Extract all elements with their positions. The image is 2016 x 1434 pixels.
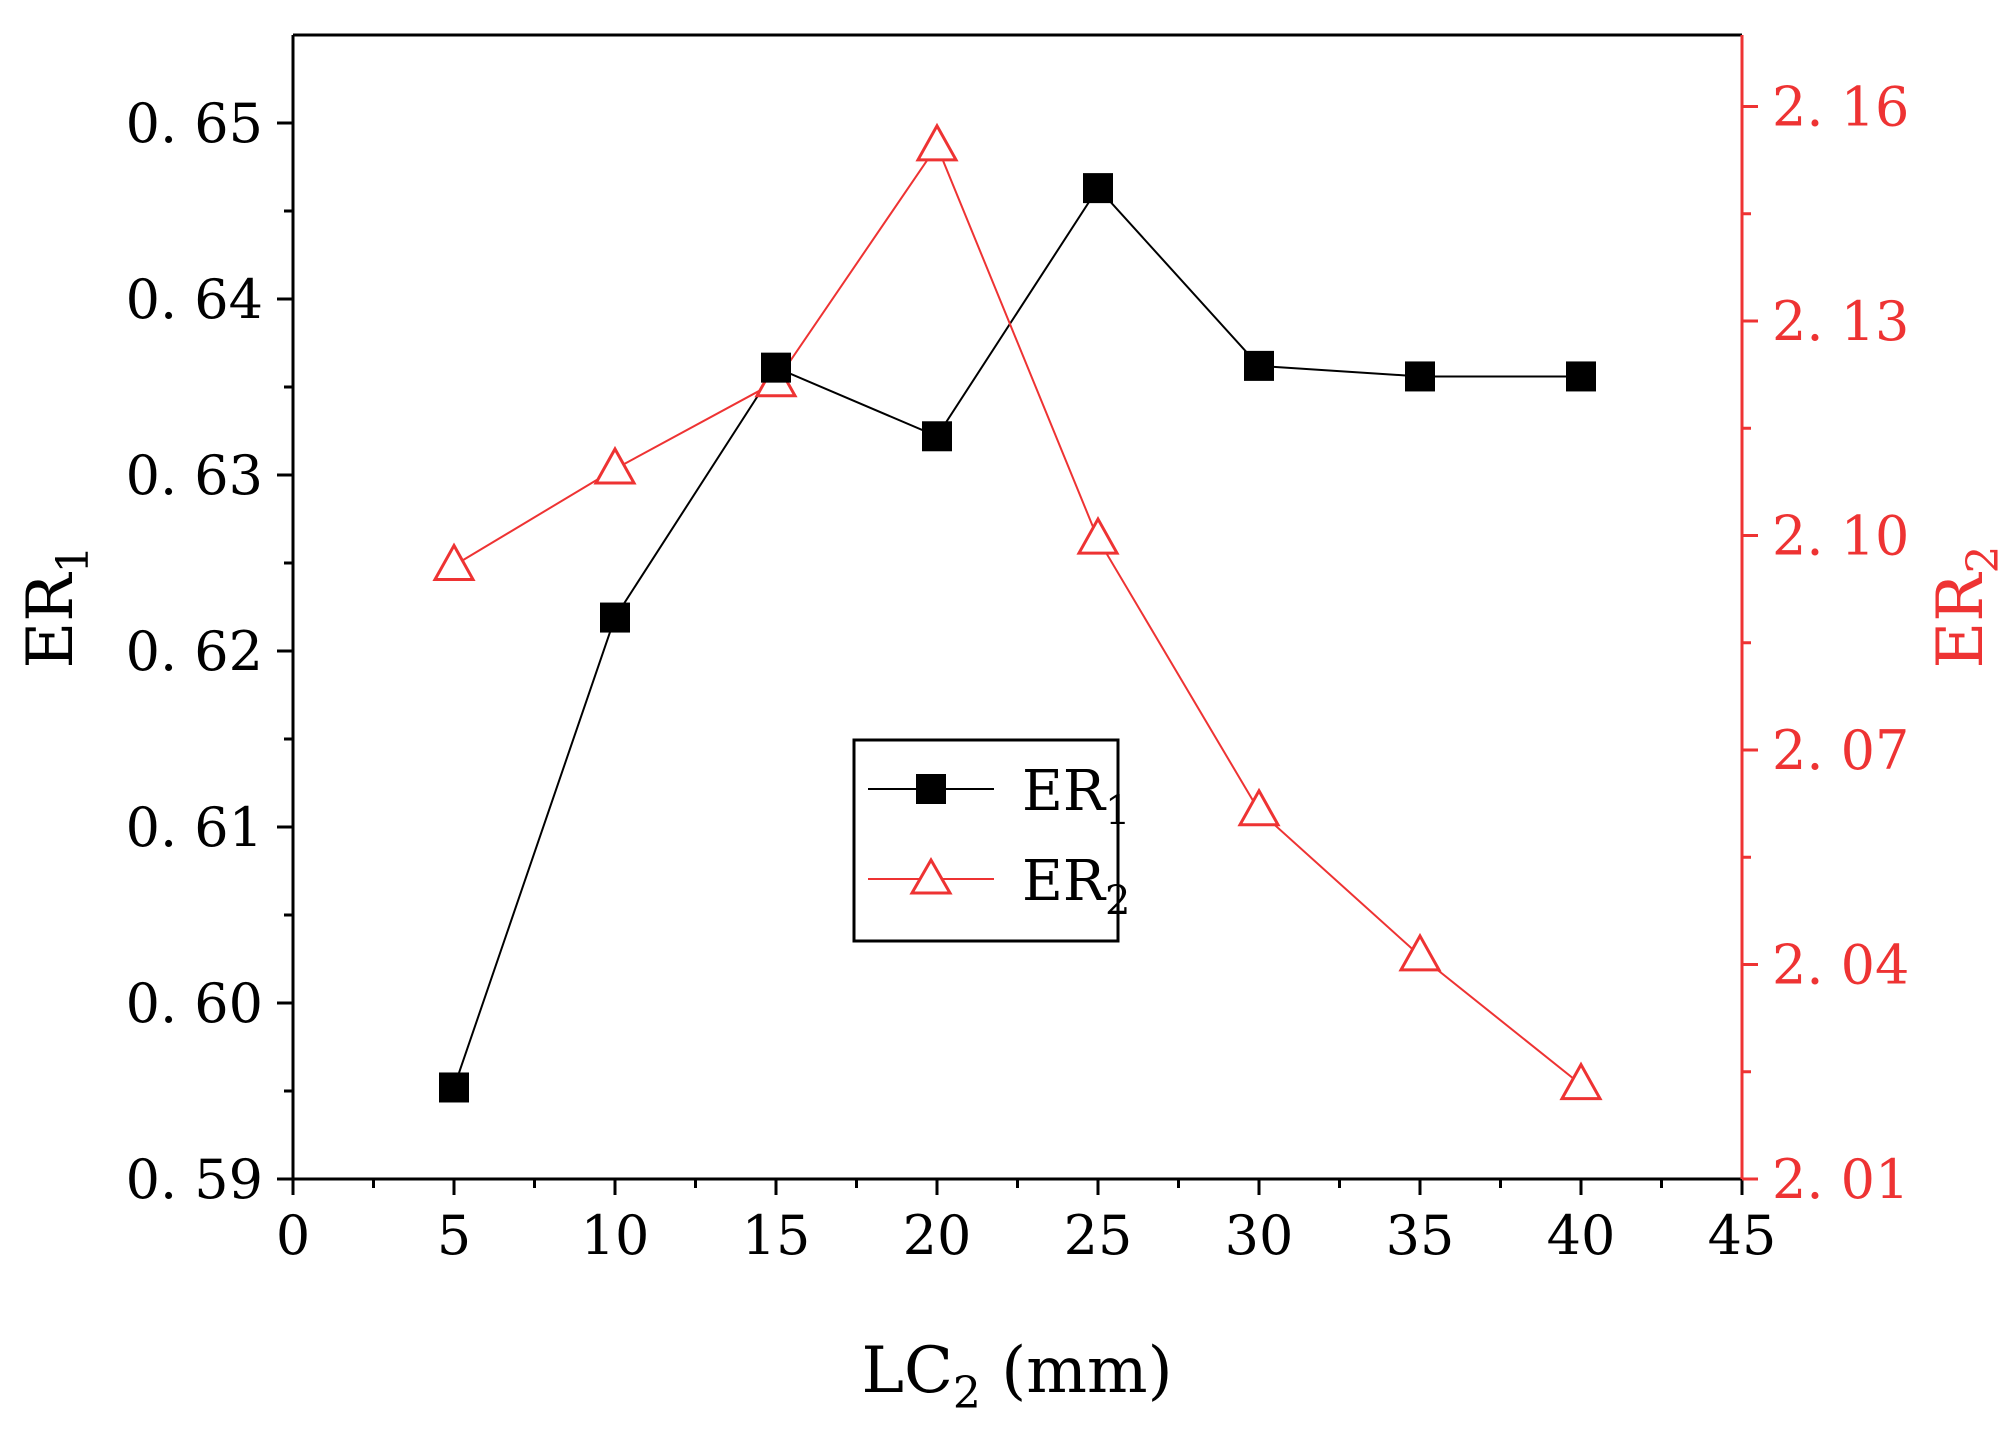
x-tick-label: 15	[742, 1204, 811, 1267]
x-axis-title: LC2 (mm)	[861, 1334, 1172, 1419]
x-tick-label: 45	[1708, 1204, 1777, 1267]
x-axis-title-unit: (mm)	[981, 1334, 1173, 1408]
series2-point	[1398, 932, 1442, 972]
y-left-axis-title-main: ER	[14, 572, 88, 669]
legend-series2-sub: 2	[1105, 878, 1130, 924]
y-right-tick-label: 2. 07	[1772, 719, 1909, 782]
axes-layer: 0 5 10 15 20 25 30 35 40 45 0. 59 0. 60 0. 61 0. 62 0.…	[126, 33, 1909, 1267]
legend-series1-label: ER1	[1022, 759, 1131, 834]
y-left-tick-label: 0. 59	[126, 1148, 263, 1211]
series1-point	[1566, 361, 1596, 392]
series1-point	[922, 421, 952, 452]
x-tick-label: 20	[903, 1204, 972, 1267]
x-axis-title-main: LC	[861, 1334, 952, 1408]
y-right-axis-title: ER2	[1924, 546, 2009, 669]
series-layer	[432, 122, 1603, 1103]
legend-series2-label: ER2	[1022, 849, 1131, 924]
y-right-tick-label: 2. 13	[1772, 290, 1909, 353]
legend-box	[852, 738, 1120, 943]
series1-point	[1244, 350, 1274, 381]
legend-series1-marker	[916, 774, 946, 804]
y-left-tick-label: 0. 65	[126, 92, 263, 155]
series1-point	[600, 602, 630, 633]
series1-point	[1405, 361, 1435, 392]
x-tick-label: 25	[1064, 1204, 1133, 1267]
y-left-axis-title: ER1	[14, 546, 99, 669]
y-left-axis-title-sub: 1	[48, 546, 99, 574]
y-right-tick-label: 2. 04	[1772, 934, 1909, 997]
series2-point	[593, 445, 637, 485]
y-left-tick-label: 0. 60	[126, 972, 263, 1035]
y-left-tick-label: 0. 64	[126, 268, 263, 331]
series2-point	[1559, 1061, 1603, 1101]
y-left-tick-label: 0. 62	[126, 620, 263, 683]
series2-point	[1237, 787, 1281, 827]
legend-series2-main: ER	[1022, 849, 1107, 914]
series2-line	[453, 143, 1582, 1086]
legend-series2-marker	[909, 856, 953, 895]
series1-point	[1083, 173, 1113, 204]
legend: ER1 ER2	[852, 738, 1131, 943]
series2-point	[432, 542, 476, 582]
legend-series1-sub: 1	[1105, 788, 1130, 834]
x-tick-label: 10	[581, 1204, 650, 1267]
y-right-tick-label: 2. 10	[1772, 505, 1909, 568]
x-tick-label: 35	[1386, 1204, 1455, 1267]
legend-series1-main: ER	[1022, 759, 1107, 824]
y-right-axis-title-sub: 2	[1958, 546, 2009, 574]
y-right-tick-label: 2. 01	[1772, 1148, 1909, 1211]
x-tick-label: 0	[276, 1204, 310, 1267]
series2-point	[915, 122, 959, 162]
x-tick-label: 30	[1225, 1204, 1294, 1267]
series1-point	[439, 1072, 469, 1103]
plot-area	[293, 35, 1742, 1179]
y-left-tick-label: 0. 63	[126, 444, 263, 507]
y-left-tick-label: 0. 61	[126, 796, 263, 859]
y-right-tick-label: 2. 16	[1772, 76, 1909, 139]
x-axis-title-sub: 2	[953, 1368, 981, 1419]
y-right-axis-title-main: ER	[1924, 572, 1998, 669]
x-tick-label: 40	[1547, 1204, 1616, 1267]
series2-point	[1076, 516, 1120, 555]
x-tick-label: 5	[437, 1204, 471, 1267]
series1-line	[453, 186, 1581, 1088]
series1-point	[761, 352, 791, 383]
